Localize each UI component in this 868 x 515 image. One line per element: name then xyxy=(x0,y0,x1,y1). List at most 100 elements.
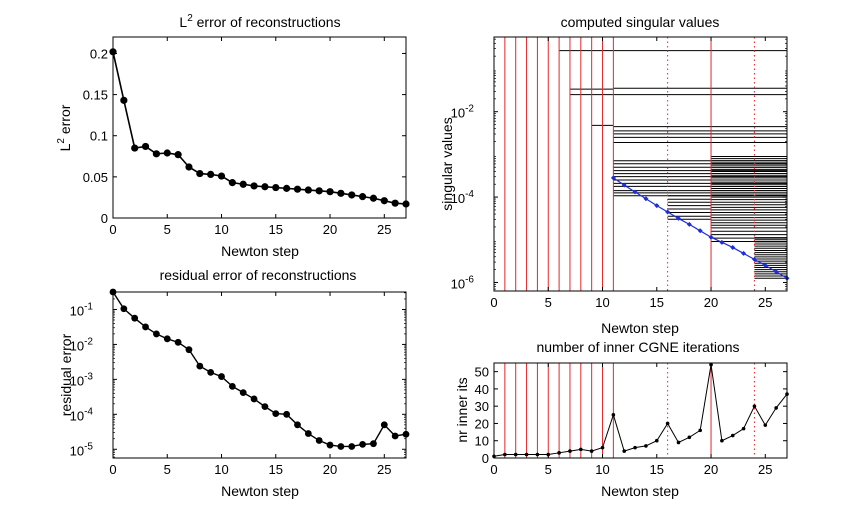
y-tick-base: 10 xyxy=(451,191,465,206)
blue-threshold-point xyxy=(610,175,616,181)
l2-point xyxy=(391,199,399,207)
l2-point xyxy=(185,163,193,171)
blue-threshold-point xyxy=(686,221,692,227)
blue-threshold-point xyxy=(719,239,725,245)
cgne-point xyxy=(622,449,627,453)
cgne-xlabel: Newton step xyxy=(601,483,679,499)
y-tick-label: 0.05 xyxy=(83,170,108,185)
x-tick-label: 0 xyxy=(109,222,116,237)
y-tick-label: 0.15 xyxy=(83,88,108,103)
blue-threshold-point xyxy=(632,189,638,195)
x-tick-label: 20 xyxy=(323,222,337,237)
l2-point xyxy=(358,193,367,201)
blue-threshold-point xyxy=(773,269,779,275)
blue-threshold-point xyxy=(730,244,736,250)
panel-l2-error: L2 error of reconstructions 0 5 10 15 20 25 0 0… xyxy=(56,13,410,259)
l2-point xyxy=(152,150,161,158)
x-tick-label: 5 xyxy=(164,222,171,237)
x-tick-label: 0 xyxy=(490,462,497,477)
x-tick-label: 20 xyxy=(323,462,337,477)
x-tick-label: 0 xyxy=(490,295,497,310)
x-tick-label: 15 xyxy=(269,462,283,477)
l2-point xyxy=(315,187,323,195)
x-tick-label: 25 xyxy=(377,222,391,237)
blue-threshold-point xyxy=(708,234,714,240)
l2-point xyxy=(163,149,171,157)
panel-residual-error: residual error of reconstructions 0 5 10 15… xyxy=(58,267,410,499)
l2-point xyxy=(326,188,334,196)
x-tick-label: 0 xyxy=(109,462,116,477)
y-tick-base: 10 xyxy=(70,338,84,353)
blue-threshold-point xyxy=(643,196,649,202)
l2-point xyxy=(304,186,312,194)
cgne-point xyxy=(589,449,594,453)
cgne-point xyxy=(633,445,637,450)
y-tick-label: 50 xyxy=(475,365,489,380)
x-tick-label: 5 xyxy=(545,295,552,310)
res-ylabel: residual error xyxy=(58,333,74,416)
cgne-point xyxy=(503,452,507,457)
y-tick-exp: -5 xyxy=(84,441,93,452)
y-tick-label: 10-3 xyxy=(70,371,94,388)
cgne-point xyxy=(557,451,561,455)
x-tick-label: 10 xyxy=(214,222,228,237)
y-tick-exp: -6 xyxy=(465,274,474,285)
res-point xyxy=(185,346,193,354)
res-point xyxy=(359,440,366,448)
l2-axes-box xyxy=(112,36,407,219)
y-tick-label: 0 xyxy=(482,451,489,466)
y-tick-label: 10-6 xyxy=(451,274,475,291)
res-point xyxy=(380,421,388,429)
res-title: residual error of reconstructions xyxy=(160,267,357,283)
y-tick-exp: -4 xyxy=(465,189,474,200)
sv-title: computed singular values xyxy=(561,14,720,30)
y-tick-label: 10-4 xyxy=(70,406,94,423)
res-point xyxy=(370,440,377,448)
res-point xyxy=(261,403,269,411)
l2-point xyxy=(228,179,236,187)
y-tick-label: 0 xyxy=(101,211,108,226)
l2-point xyxy=(196,169,204,178)
y-tick-exp: -2 xyxy=(465,104,474,115)
blue-threshold-point xyxy=(621,182,627,188)
x-tick-label: 5 xyxy=(164,462,171,477)
l2-point xyxy=(337,189,345,197)
cgne-point xyxy=(535,452,540,457)
y-tick-exp: -1 xyxy=(84,301,93,312)
x-tick-label: 25 xyxy=(758,462,772,477)
l2-title: L2 error of reconstructions xyxy=(179,13,340,30)
cgne-point xyxy=(600,445,605,450)
x-tick-label: 15 xyxy=(650,462,664,477)
res-point xyxy=(196,362,204,370)
res-xlabel: Newton step xyxy=(221,483,299,499)
cgne-point xyxy=(568,449,572,453)
x-tick-label: 25 xyxy=(758,295,772,310)
cgne-point xyxy=(654,438,659,443)
cgne-point xyxy=(676,440,681,445)
y-tick-base: 10 xyxy=(451,276,465,291)
cgne-point xyxy=(752,404,757,408)
l2-ylabel: L2 error xyxy=(56,104,73,151)
cgne-point xyxy=(763,423,768,427)
cgne-ylabel: nr inner its xyxy=(454,377,470,442)
y-tick-label: 0.2 xyxy=(90,46,108,61)
y-tick-label: 40 xyxy=(475,382,489,397)
l2-point xyxy=(217,172,226,180)
panel-cgne-iterations: number of inner CGNE iterations 0 5 10 15 20… xyxy=(454,339,789,499)
cgne-title: number of inner CGNE iterations xyxy=(536,339,739,355)
cgne-point xyxy=(730,433,735,438)
res-point xyxy=(391,432,399,440)
cgne-point xyxy=(698,428,702,433)
l2-point xyxy=(174,151,182,159)
cgne-point xyxy=(687,435,692,440)
x-tick-label: 20 xyxy=(704,462,718,477)
l2-point xyxy=(131,144,139,152)
blue-threshold-point xyxy=(751,256,757,262)
cgne-line xyxy=(493,364,788,457)
res-point xyxy=(294,421,301,429)
res-point xyxy=(120,305,128,313)
x-tick-label: 5 xyxy=(545,462,552,477)
cgne-axes-box xyxy=(493,362,788,459)
cgne-point xyxy=(524,452,529,457)
y-tick-exp: -3 xyxy=(84,371,93,382)
